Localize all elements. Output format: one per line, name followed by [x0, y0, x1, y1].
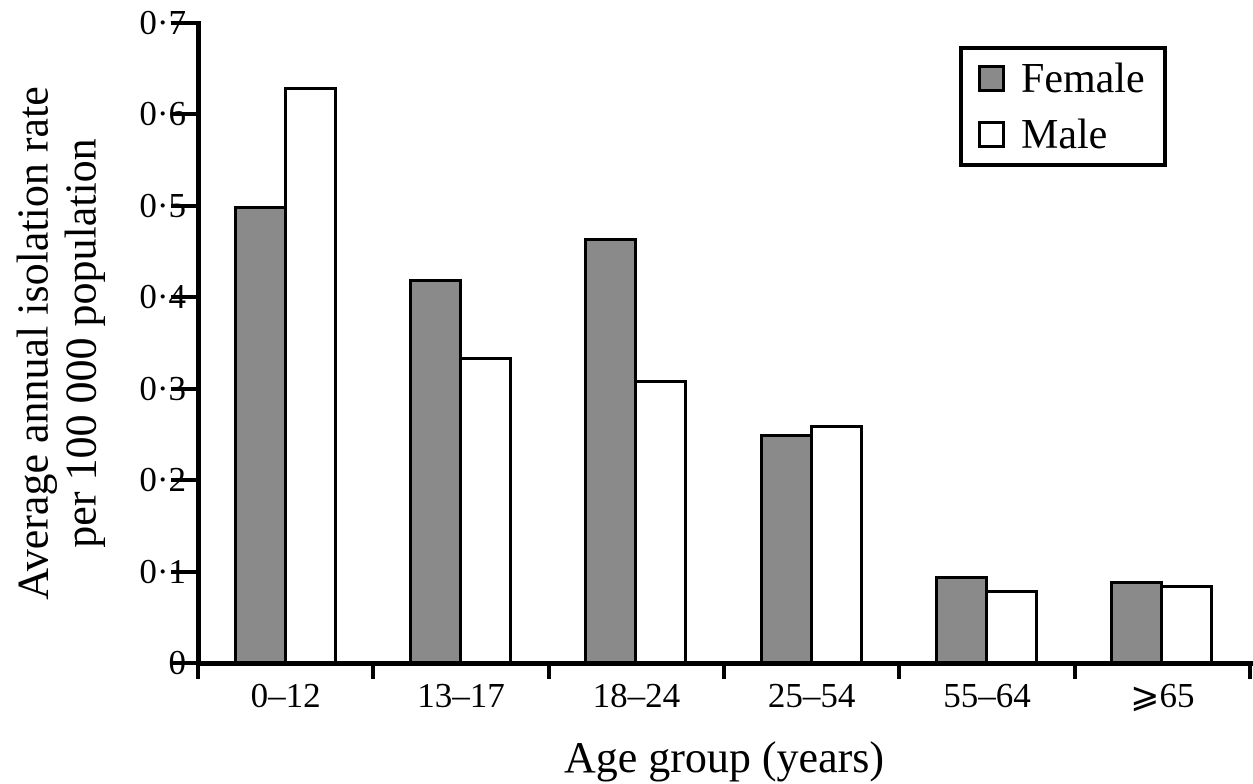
- legend-male-swatch-icon: [978, 121, 1005, 148]
- bar-male: [283, 87, 337, 665]
- bar-female: [759, 434, 813, 665]
- y-axis-tick: [171, 203, 196, 208]
- bar-female: [584, 237, 638, 665]
- bar-female: [233, 205, 287, 665]
- y-axis-line: [196, 21, 201, 666]
- y-axis-tick: [171, 112, 196, 117]
- bar-male: [634, 379, 688, 665]
- legend-male-label: Male: [1021, 111, 1108, 158]
- bar-female: [935, 576, 988, 665]
- y-axis-tick: [171, 386, 196, 391]
- y-axis-tick: [171, 478, 196, 483]
- legend-item-female: Female: [978, 56, 1163, 102]
- y-axis-title-line2: per 100 000 population: [56, 138, 105, 548]
- x-axis-title: Age group (years): [563, 733, 885, 782]
- legend-female-swatch-icon: [978, 65, 1005, 92]
- x-axis-category-label: 25–54: [767, 676, 856, 715]
- x-axis-category-label: 13–17: [417, 676, 505, 715]
- legend-item-male: Male: [978, 112, 1163, 158]
- x-axis-category-label: 55–64: [943, 676, 1031, 715]
- bar-male: [809, 425, 863, 665]
- x-axis-category-label: 0–12: [250, 676, 321, 715]
- x-axis-tick: [897, 663, 902, 679]
- y-axis-tick: [171, 295, 196, 300]
- y-axis-tick: [171, 21, 196, 25]
- x-axis-category-label: 18–24: [592, 676, 681, 715]
- bar-female: [409, 279, 462, 665]
- x-axis-tick: [546, 663, 551, 679]
- x-axis-tick: [1072, 663, 1077, 679]
- y-axis-tick: [171, 661, 196, 665]
- bar-female: [1110, 580, 1164, 665]
- x-axis-tick: [196, 663, 200, 679]
- x-axis-tick: [722, 663, 726, 679]
- legend: Female Male: [959, 46, 1167, 167]
- x-axis-tick: [1248, 663, 1252, 679]
- y-axis-title-line1: Average annual isolation rate: [8, 86, 58, 600]
- x-axis-tick: [371, 663, 376, 679]
- y-axis-title: Average annual isolation rate per 100 00…: [8, 86, 105, 600]
- bar-male: [985, 589, 1038, 665]
- bar-male: [1160, 585, 1214, 665]
- x-axis-category-label: ⩾65: [1130, 676, 1195, 715]
- legend-female-label: Female: [1021, 55, 1145, 102]
- y-axis-tick: [171, 569, 196, 574]
- bar-male: [459, 356, 512, 665]
